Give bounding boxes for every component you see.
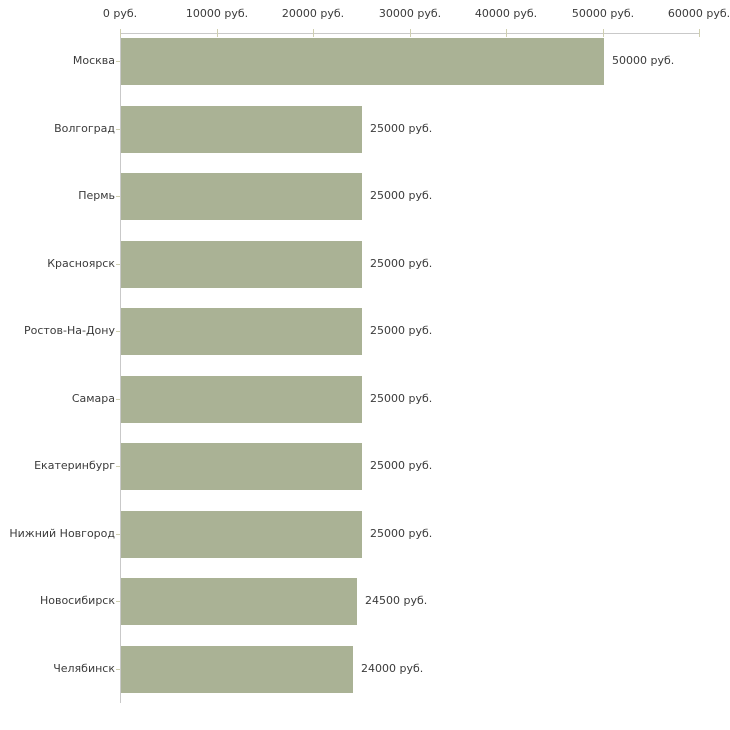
category-label: Нижний Новгород xyxy=(9,527,115,540)
bar xyxy=(121,173,362,220)
category-label: Ростов-На-Дону xyxy=(23,324,115,337)
y-tick xyxy=(116,61,120,62)
bar xyxy=(121,106,362,153)
value-label: 25000 руб. xyxy=(370,459,433,472)
x-tick xyxy=(313,29,314,37)
value-label: 25000 руб. xyxy=(370,324,433,337)
x-tick xyxy=(699,29,700,37)
x-tick-label: 0 руб. xyxy=(102,7,138,20)
value-label: 25000 руб. xyxy=(370,527,433,540)
x-tick xyxy=(603,29,604,37)
bar xyxy=(121,511,362,558)
category-label: Челябинск xyxy=(53,662,115,675)
category-label: Красноярск xyxy=(47,257,115,270)
y-tick xyxy=(116,669,120,670)
x-tick-label: 20000 руб. xyxy=(281,7,345,20)
bar xyxy=(121,38,604,85)
y-tick xyxy=(116,601,120,602)
bar xyxy=(121,646,353,693)
bar xyxy=(121,376,362,423)
category-label: Новосибирск xyxy=(39,594,115,607)
y-tick xyxy=(116,196,120,197)
x-tick xyxy=(506,29,507,37)
y-axis-line xyxy=(120,33,121,703)
bar xyxy=(121,241,362,288)
x-tick-label: 30000 руб. xyxy=(378,7,442,20)
y-tick xyxy=(116,534,120,535)
bar xyxy=(121,578,357,625)
category-label: Волгоград xyxy=(54,122,115,135)
x-tick xyxy=(410,29,411,37)
y-tick xyxy=(116,466,120,467)
x-tick xyxy=(120,29,121,37)
x-tick-label: 50000 руб. xyxy=(571,7,635,20)
category-label: Самара xyxy=(71,392,115,405)
x-tick-label: 60000 руб. xyxy=(667,7,730,20)
x-tick-label: 40000 руб. xyxy=(474,7,538,20)
bar xyxy=(121,308,362,355)
y-tick xyxy=(116,399,120,400)
y-tick xyxy=(116,129,120,130)
value-label: 25000 руб. xyxy=(370,392,433,405)
category-label: Пермь xyxy=(78,189,115,202)
value-label: 25000 руб. xyxy=(370,122,433,135)
category-label: Москва xyxy=(72,54,115,67)
category-label: Екатеринбург xyxy=(34,459,115,472)
bar xyxy=(121,443,362,490)
x-tick-label: 10000 руб. xyxy=(185,7,249,20)
x-tick xyxy=(217,29,218,37)
value-label: 25000 руб. xyxy=(370,257,433,270)
y-tick xyxy=(116,264,120,265)
value-label: 25000 руб. xyxy=(370,189,433,202)
value-label: 24000 руб. xyxy=(361,662,424,675)
y-tick xyxy=(116,331,120,332)
value-label: 24500 руб. xyxy=(365,594,428,607)
value-label: 50000 руб. xyxy=(612,54,675,67)
